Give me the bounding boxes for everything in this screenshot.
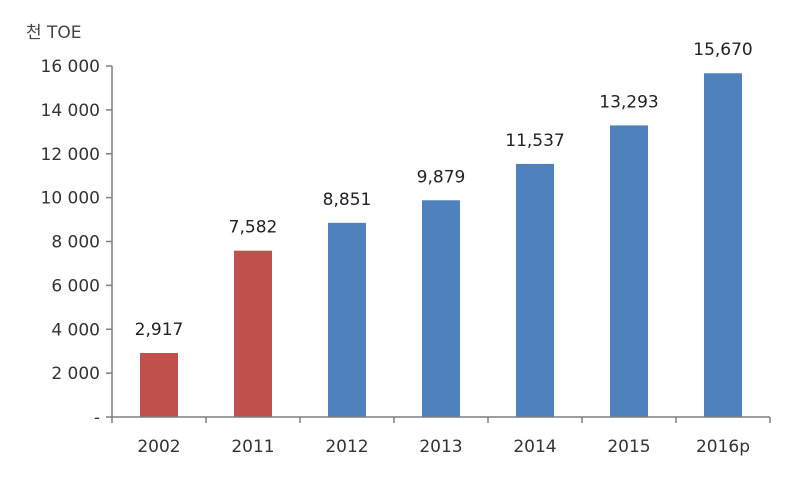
x-tick-label: 2013 bbox=[419, 437, 462, 457]
y-tick-label: 8 000 bbox=[51, 233, 100, 253]
y-tick-label: 12 000 bbox=[41, 145, 100, 165]
bars bbox=[140, 73, 742, 417]
x-tick-label: 2002 bbox=[137, 437, 180, 457]
y-tick-label: 6 000 bbox=[51, 276, 100, 296]
x-axis: 2002 2011 2012 2013 2014 2015 2016p bbox=[111, 416, 771, 457]
y-axis-unit-label: 천 TOE bbox=[26, 23, 82, 43]
bar-2016p bbox=[704, 73, 742, 417]
bar-2002 bbox=[140, 353, 178, 417]
x-tick-label: 2015 bbox=[607, 437, 650, 457]
y-tick-label: - bbox=[94, 408, 100, 428]
y-tick-label: 16 000 bbox=[41, 57, 100, 77]
y-tick-label: 4 000 bbox=[51, 320, 100, 340]
bar-2011 bbox=[234, 250, 272, 417]
y-tick-label: 10 000 bbox=[41, 189, 100, 209]
data-label-2013: 9,879 bbox=[417, 167, 466, 187]
x-tick-label: 2011 bbox=[231, 437, 274, 457]
y-tick-label: 2 000 bbox=[51, 364, 100, 384]
data-label-2016p: 15,670 bbox=[693, 40, 752, 60]
y-tick-label: 14 000 bbox=[41, 101, 100, 121]
bar-2013 bbox=[422, 200, 460, 417]
x-tick-label: 2012 bbox=[325, 437, 368, 457]
data-labels: 2,917 7,582 8,851 9,879 11,537 13,293 15,670 bbox=[135, 40, 753, 340]
x-tick-label: 2014 bbox=[513, 437, 556, 457]
y-axis: - 2 000 4 000 6 000 8 000 10 000 12 000 14 000 1… bbox=[41, 57, 113, 428]
data-label-2002: 2,917 bbox=[135, 320, 184, 340]
bar-2015 bbox=[610, 125, 648, 417]
x-tick-label: 2016p bbox=[696, 437, 750, 457]
bar-2014 bbox=[516, 163, 554, 417]
data-label-2012: 8,851 bbox=[323, 190, 372, 210]
data-label-2014: 11,537 bbox=[505, 131, 564, 151]
data-label-2015: 13,293 bbox=[599, 92, 658, 112]
data-label-2011: 7,582 bbox=[229, 218, 278, 238]
bar-2012 bbox=[328, 222, 366, 417]
